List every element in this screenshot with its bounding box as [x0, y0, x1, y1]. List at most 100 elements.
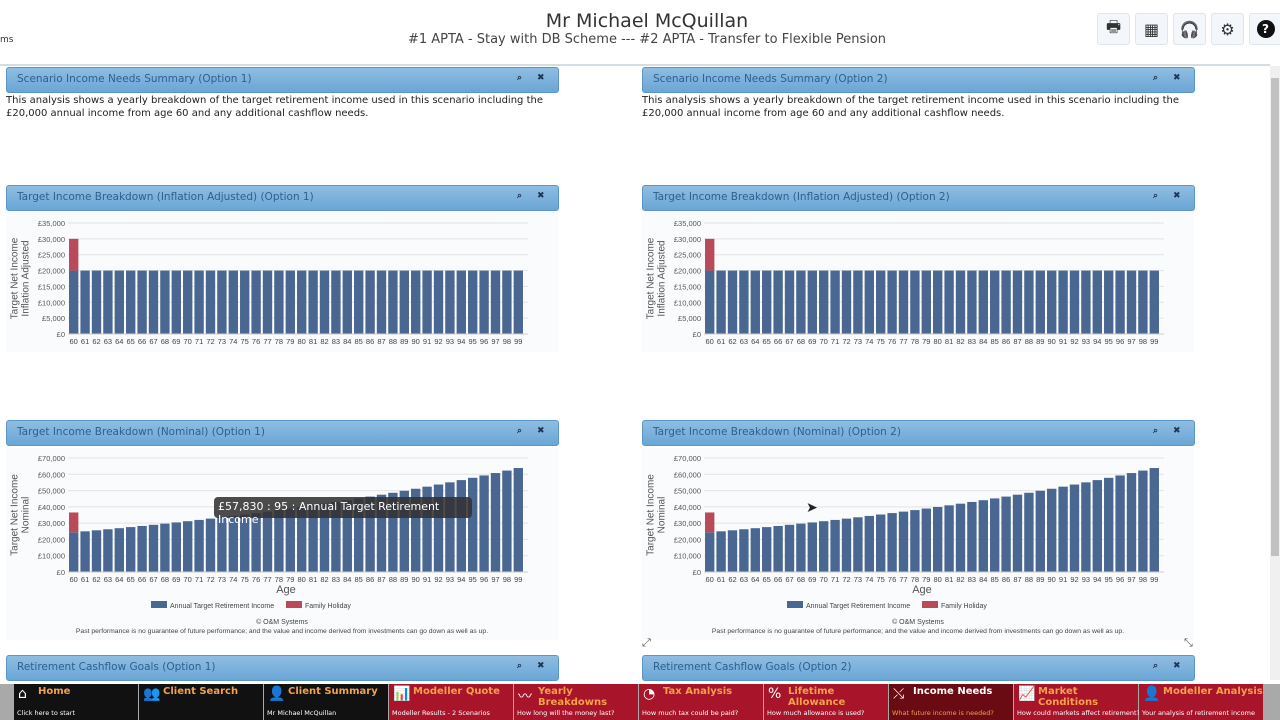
y-tick-label: £20,000: [38, 535, 65, 544]
bar-annual-income: [388, 492, 398, 572]
bar-annual-income: [194, 270, 204, 334]
x-tick-label: 85: [991, 575, 999, 584]
x-tick-label: 75: [241, 337, 249, 346]
legend-label: Family Holiday: [305, 603, 351, 610]
printer-button[interactable]: 🖶: [1097, 13, 1130, 45]
bar-annual-income: [80, 531, 90, 572]
zoom-icon[interactable]: ⌕: [517, 426, 523, 436]
nav-item-yearly-breakdowns[interactable]: 〰 Yearly Breakdowns How long will the mone…: [514, 684, 638, 720]
bar-annual-income: [1138, 270, 1148, 334]
zoom-icon[interactable]: ⌕: [1153, 426, 1159, 436]
bar-annual-income: [1138, 470, 1148, 572]
y-tick-label: £40,000: [674, 503, 701, 512]
x-tick-label: 64: [115, 337, 123, 346]
calculator-button[interactable]: ▦: [1135, 13, 1168, 45]
zoom-icon[interactable]: ⌕: [1153, 73, 1159, 83]
resize-icon[interactable]: ⤢: [642, 636, 651, 649]
nav-item-title: Tax Analysis: [663, 686, 733, 697]
bar-annual-income: [91, 270, 102, 334]
zoom-icon[interactable]: ⌕: [1153, 661, 1159, 671]
nav-item-modeller-analysis[interactable]: 👤 Modeller Analysis Your analysis of retir…: [1139, 684, 1263, 720]
bar-annual-income: [285, 508, 295, 572]
x-tick-label: 90: [412, 337, 420, 346]
bar-annual-income: [126, 527, 136, 572]
close-icon[interactable]: ✖: [537, 426, 545, 436]
bar-annual-income: [830, 270, 840, 334]
x-tick-label: 94: [1093, 575, 1101, 584]
close-icon[interactable]: ✖: [537, 73, 545, 83]
close-icon[interactable]: ✖: [537, 661, 545, 671]
bar-annual-income: [331, 501, 341, 572]
x-tick-label: 78: [911, 575, 919, 584]
x-tick-label: 62: [92, 337, 100, 346]
zoom-icon[interactable]: ⌕: [1153, 191, 1159, 201]
y-tick-label: £5,000: [42, 314, 65, 323]
y-tick-label: £10,000: [674, 552, 701, 561]
help-button[interactable]: ?: [1249, 13, 1280, 45]
headset-button[interactable]: 🎧: [1173, 13, 1206, 45]
y-tick-label: £25,000: [38, 251, 65, 260]
bar-annual-income: [148, 524, 159, 572]
bar-annual-income: [376, 494, 387, 572]
bar-annual-income: [319, 270, 330, 334]
bar-annual-income: [1058, 270, 1068, 334]
x-tick-label: 96: [1116, 337, 1124, 346]
nav-item-title: Income Needs: [913, 686, 993, 697]
nav-item-subtitle: What future income is needed?: [892, 709, 994, 717]
close-icon[interactable]: ✖: [537, 191, 545, 201]
x-tick-label: 74: [229, 575, 237, 584]
nav-item-market-conditions[interactable]: 📈 Market Conditions How could markets affe…: [1014, 684, 1140, 720]
close-icon[interactable]: ✖: [1173, 73, 1181, 83]
zoom-icon[interactable]: ⌕: [517, 191, 523, 201]
bar-annual-income: [955, 503, 966, 572]
x-tick-label: 76: [888, 575, 896, 584]
x-tick-label: 88: [1025, 575, 1033, 584]
y-tick-label: £15,000: [674, 282, 701, 291]
y-tick-label: £30,000: [674, 235, 701, 244]
x-tick-label: 65: [127, 337, 135, 346]
bar-annual-income: [933, 270, 943, 334]
x-tick-label: 77: [263, 575, 271, 584]
nav-item-client-summary[interactable]: 👤 Client Summary Mr Michael McQuillan: [264, 684, 388, 720]
zoom-icon[interactable]: ⌕: [517, 661, 523, 671]
nav-item-tax-analysis[interactable]: ◔ Tax Analysis How much tax could be paid?: [639, 684, 763, 720]
x-tick-label: 72: [842, 575, 850, 584]
panel-header-inflation-1: Target Income Breakdown (Inflation Adjus…: [6, 185, 559, 211]
bar-annual-income: [205, 518, 216, 572]
x-tick-label: 60: [706, 575, 714, 584]
nav-item-income-needs[interactable]: ⤯ Income Needs What future income is neede…: [889, 684, 1013, 720]
x-tick-label: 77: [899, 337, 907, 346]
x-tick-label: 73: [218, 575, 226, 584]
home-icon: ⌂: [18, 686, 27, 702]
mouse-cursor-icon: ➤: [806, 500, 818, 516]
nav-item-lifetime-allowance[interactable]: % Lifetime Allowance How much allowance is…: [764, 684, 888, 720]
gear-button[interactable]: ⚙: [1211, 13, 1244, 45]
copyright: © O&M Systems: [256, 618, 308, 626]
x-tick-label: 68: [797, 337, 805, 346]
nav-item-modeller-quote[interactable]: 📊 Modeller Quote Modeller Results - 2 Scen…: [389, 684, 513, 720]
nav-item-subtitle: How much allowance is used?: [767, 709, 865, 717]
close-icon[interactable]: ✖: [1173, 191, 1181, 201]
bar-annual-income: [274, 270, 284, 334]
bar-annual-income: [137, 525, 147, 572]
scrollbar-thumb[interactable]: [1271, 78, 1279, 556]
nav-item-client-search[interactable]: 👥 Client Search: [139, 684, 263, 720]
resize-icon[interactable]: ⤡: [1184, 636, 1193, 649]
x-tick-label: 98: [1139, 337, 1147, 346]
nav-item-home[interactable]: ⌂ Home Click here to start: [14, 684, 138, 720]
bar-annual-income: [91, 530, 102, 572]
x-tick-label: 82: [956, 337, 964, 346]
bar-annual-income: [955, 270, 966, 334]
person-icon: 👤: [268, 686, 286, 702]
zoom-icon[interactable]: ⌕: [517, 73, 523, 83]
close-icon[interactable]: ✖: [1173, 426, 1181, 436]
bar-annual-income: [762, 527, 772, 572]
panel-header-summary-1: Scenario Income Needs Summary (Option 1)…: [6, 67, 559, 93]
x-tick-label: 98: [1139, 575, 1147, 584]
close-icon[interactable]: ✖: [1173, 661, 1181, 671]
x-tick-label: 95: [469, 337, 477, 346]
chart-nominal-option-1: £0 £10,000 £20,000 £30,000 £40,000 £50,000 £60…: [6, 448, 558, 640]
x-tick-label: 99: [1150, 575, 1158, 584]
bar-annual-income: [1115, 475, 1125, 572]
bar-annual-income: [1069, 270, 1080, 334]
